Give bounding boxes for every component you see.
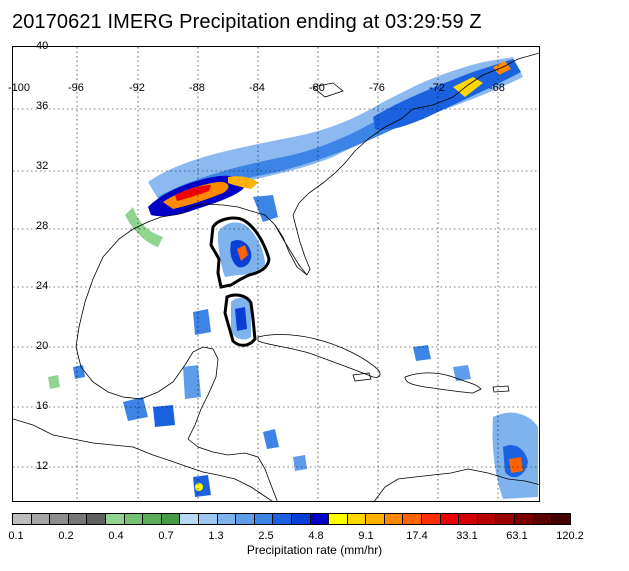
lon-tick-label: -92 bbox=[129, 82, 145, 94]
colorbar-cell bbox=[532, 513, 553, 525]
colorbar-label: 0.4 bbox=[108, 530, 124, 542]
colorbar-label: 120.2 bbox=[556, 530, 584, 542]
lat-tick-label: 24 bbox=[36, 280, 49, 292]
colorbar-cell bbox=[328, 513, 348, 525]
lat-tick-label: 36 bbox=[36, 100, 49, 112]
colorbar-cell bbox=[365, 513, 385, 525]
colorbar-cell bbox=[402, 513, 423, 525]
colorbar-label: 9.1 bbox=[358, 530, 374, 542]
colorbar-cell bbox=[104, 513, 125, 525]
colorbar-cell bbox=[514, 513, 534, 525]
lon-tick-label: -80 bbox=[309, 82, 325, 94]
colorbar-title: Precipitation rate (mm/hr) bbox=[246, 543, 383, 557]
colorbar-label: 4.8 bbox=[308, 530, 324, 542]
lon-tick-label: -84 bbox=[249, 82, 265, 94]
colorbar-cell bbox=[142, 513, 162, 525]
colorbar-cell bbox=[458, 513, 478, 525]
coastlines bbox=[13, 52, 539, 501]
colorbar-label: 33.1 bbox=[456, 530, 478, 542]
colorbar-cell bbox=[551, 513, 571, 525]
lat-tick-label: 16 bbox=[36, 400, 49, 412]
colorbar-label: 2.5 bbox=[258, 530, 274, 542]
colorbar-cell bbox=[67, 513, 88, 525]
colorbar-cell bbox=[253, 513, 274, 525]
colorbar-cell bbox=[179, 513, 199, 525]
lat-tick-label: 20 bbox=[36, 340, 49, 352]
colorbar-label: 0.7 bbox=[158, 530, 174, 542]
lon-tick-label: -88 bbox=[189, 82, 205, 94]
colorbar-cell bbox=[383, 513, 404, 525]
colorbar-cell bbox=[12, 513, 32, 525]
colorbar-cell bbox=[30, 513, 51, 525]
colorbar-cell bbox=[86, 513, 106, 525]
colorbar-cell bbox=[421, 513, 441, 525]
lat-tick-label: 40 bbox=[36, 40, 49, 52]
colorbar-cell bbox=[476, 513, 497, 525]
colorbar-cell bbox=[272, 513, 292, 525]
colorbar-label: 0.2 bbox=[58, 530, 74, 542]
colorbar-cell bbox=[197, 513, 218, 525]
lat-tick-label: 12 bbox=[36, 460, 49, 472]
lon-tick-label: -68 bbox=[489, 82, 505, 94]
colorbar-label: 63.1 bbox=[506, 530, 528, 542]
precipitation-map bbox=[12, 46, 540, 502]
lon-tick-label: -76 bbox=[369, 82, 385, 94]
colorbar-cell bbox=[235, 513, 255, 525]
lon-tick-label: -96 bbox=[68, 82, 84, 94]
colorbar-cell bbox=[439, 513, 460, 525]
storm-outlines bbox=[209, 216, 271, 347]
colorbar-cell bbox=[290, 513, 311, 525]
colorbar-cell bbox=[216, 513, 237, 525]
colorbar-cell bbox=[346, 513, 367, 525]
colorbar-cell bbox=[495, 513, 516, 525]
colorbar-label: 17.4 bbox=[406, 530, 428, 542]
graticule bbox=[13, 47, 539, 501]
colorbar-cell bbox=[49, 513, 69, 525]
lon-tick-label: -72 bbox=[429, 82, 445, 94]
colorbar bbox=[12, 513, 571, 525]
colorbar-label: 1.3 bbox=[208, 530, 224, 542]
lon-tick-label: -100 bbox=[8, 82, 31, 94]
colorbar-label: 0.1 bbox=[8, 530, 24, 542]
colorbar-cell bbox=[309, 513, 330, 525]
precipitation-field bbox=[48, 57, 538, 499]
colorbar-cell bbox=[160, 513, 181, 525]
map-title: 20170621 IMERG Precipitation ending at 0… bbox=[12, 11, 482, 33]
lat-tick-label: 28 bbox=[36, 220, 49, 232]
colorbar-cell bbox=[123, 513, 144, 525]
lat-tick-label: 32 bbox=[36, 160, 49, 172]
